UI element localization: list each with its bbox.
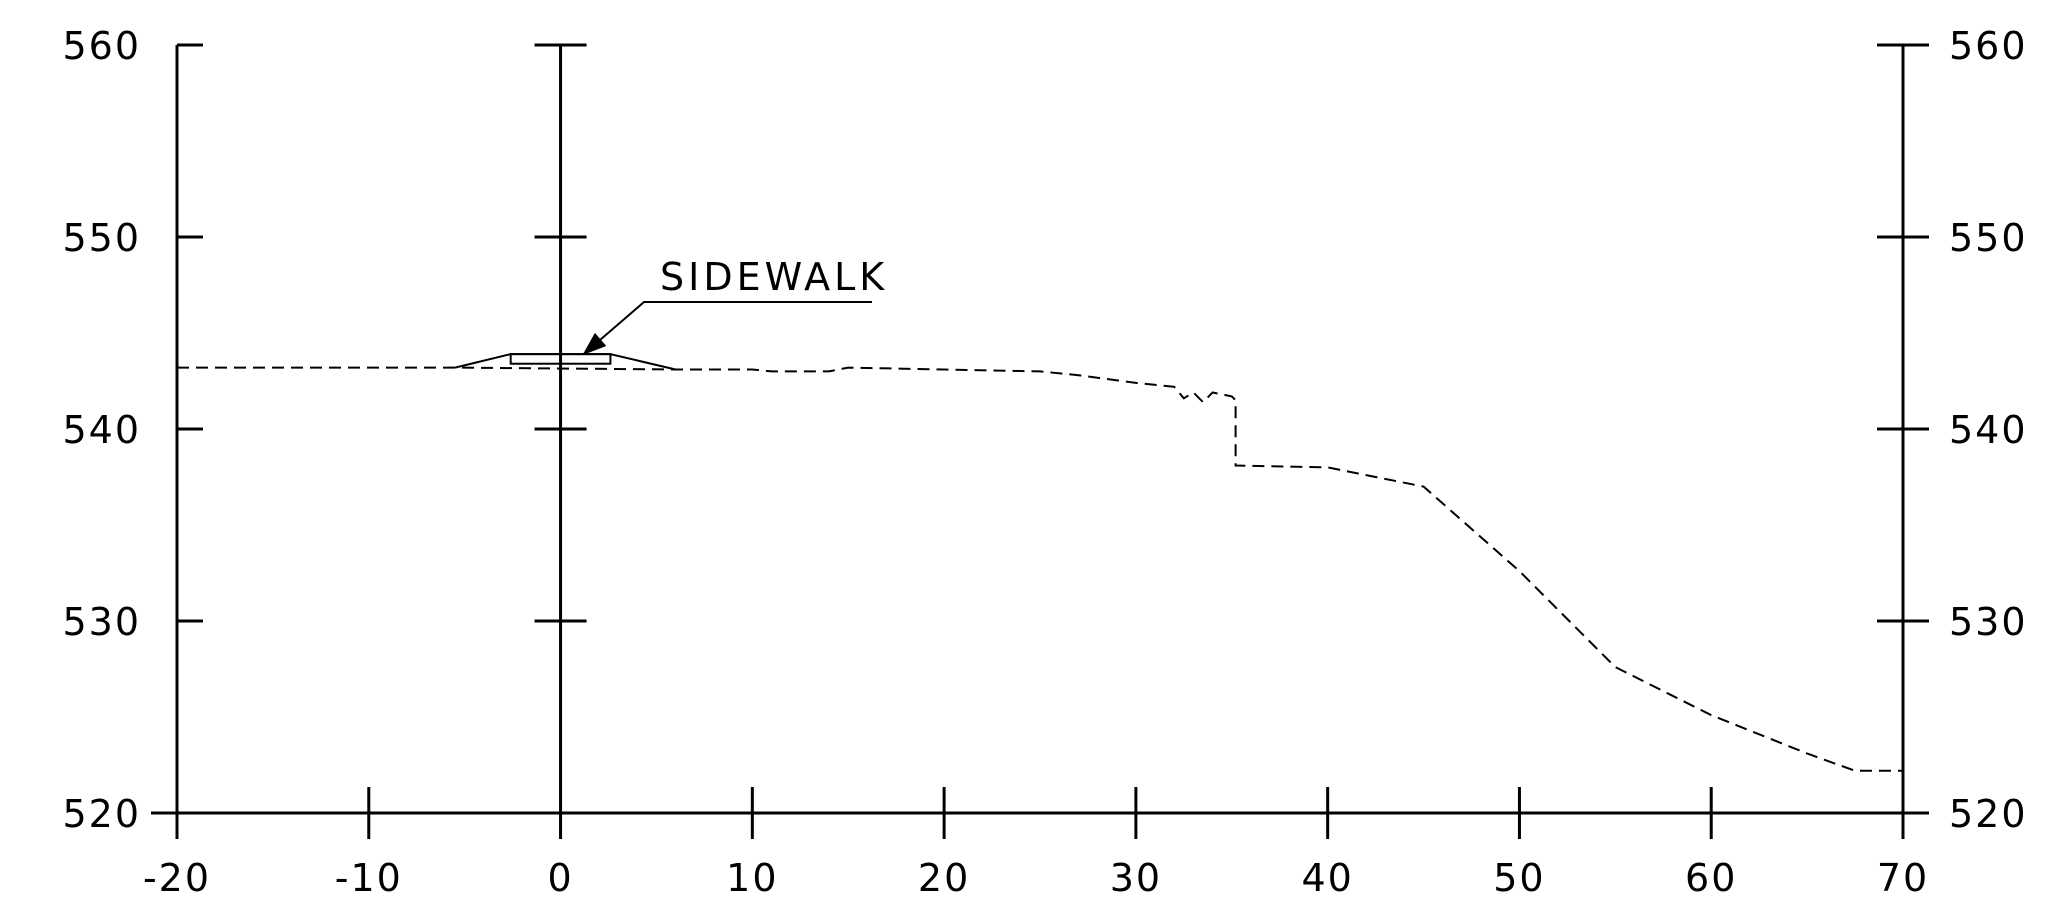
annotations-group: SIDEWALK xyxy=(582,255,888,356)
y-tick-label-left: 550 xyxy=(62,216,141,260)
x-tick-label: 20 xyxy=(918,856,970,900)
x-tick-label: 0 xyxy=(547,856,573,900)
axes-group xyxy=(175,45,1905,815)
y-tick-label-left: 520 xyxy=(62,792,141,836)
x-tick-label: -10 xyxy=(335,856,403,900)
ticks-group xyxy=(151,43,1929,839)
x-tick-label: 50 xyxy=(1493,856,1545,900)
tick-labels-group: 520 520 530 530 540 540 550 550 560 560 -20 -10 0 10 2… xyxy=(62,24,2028,900)
y-tick-label-right: 520 xyxy=(1949,792,2028,836)
x-tick-label: 70 xyxy=(1877,856,1929,900)
y-tick-label-left: 540 xyxy=(62,408,141,452)
series-group xyxy=(177,353,1903,772)
y-tick-label-right: 550 xyxy=(1949,216,2028,260)
y-tick-label-right: 530 xyxy=(1949,600,2028,644)
y-tick-label-left: 560 xyxy=(62,24,141,68)
existing-ground-profile-line xyxy=(177,366,1903,772)
annotation-arrowhead xyxy=(582,332,607,356)
y-tick-label-left: 530 xyxy=(62,600,141,644)
y-tick-label-right: 540 xyxy=(1949,408,2028,452)
x-tick-label: 10 xyxy=(726,856,778,900)
sidewalk-slab xyxy=(509,353,612,365)
sidewalk-annotation-label: SIDEWALK xyxy=(660,255,888,299)
x-tick-label: 60 xyxy=(1685,856,1737,900)
y-tick-label-right: 560 xyxy=(1949,24,2028,68)
x-tick-label: -20 xyxy=(143,856,211,900)
x-tick-label: 30 xyxy=(1110,856,1162,900)
x-tick-label: 40 xyxy=(1301,856,1353,900)
annotation-leader-line xyxy=(582,301,872,355)
